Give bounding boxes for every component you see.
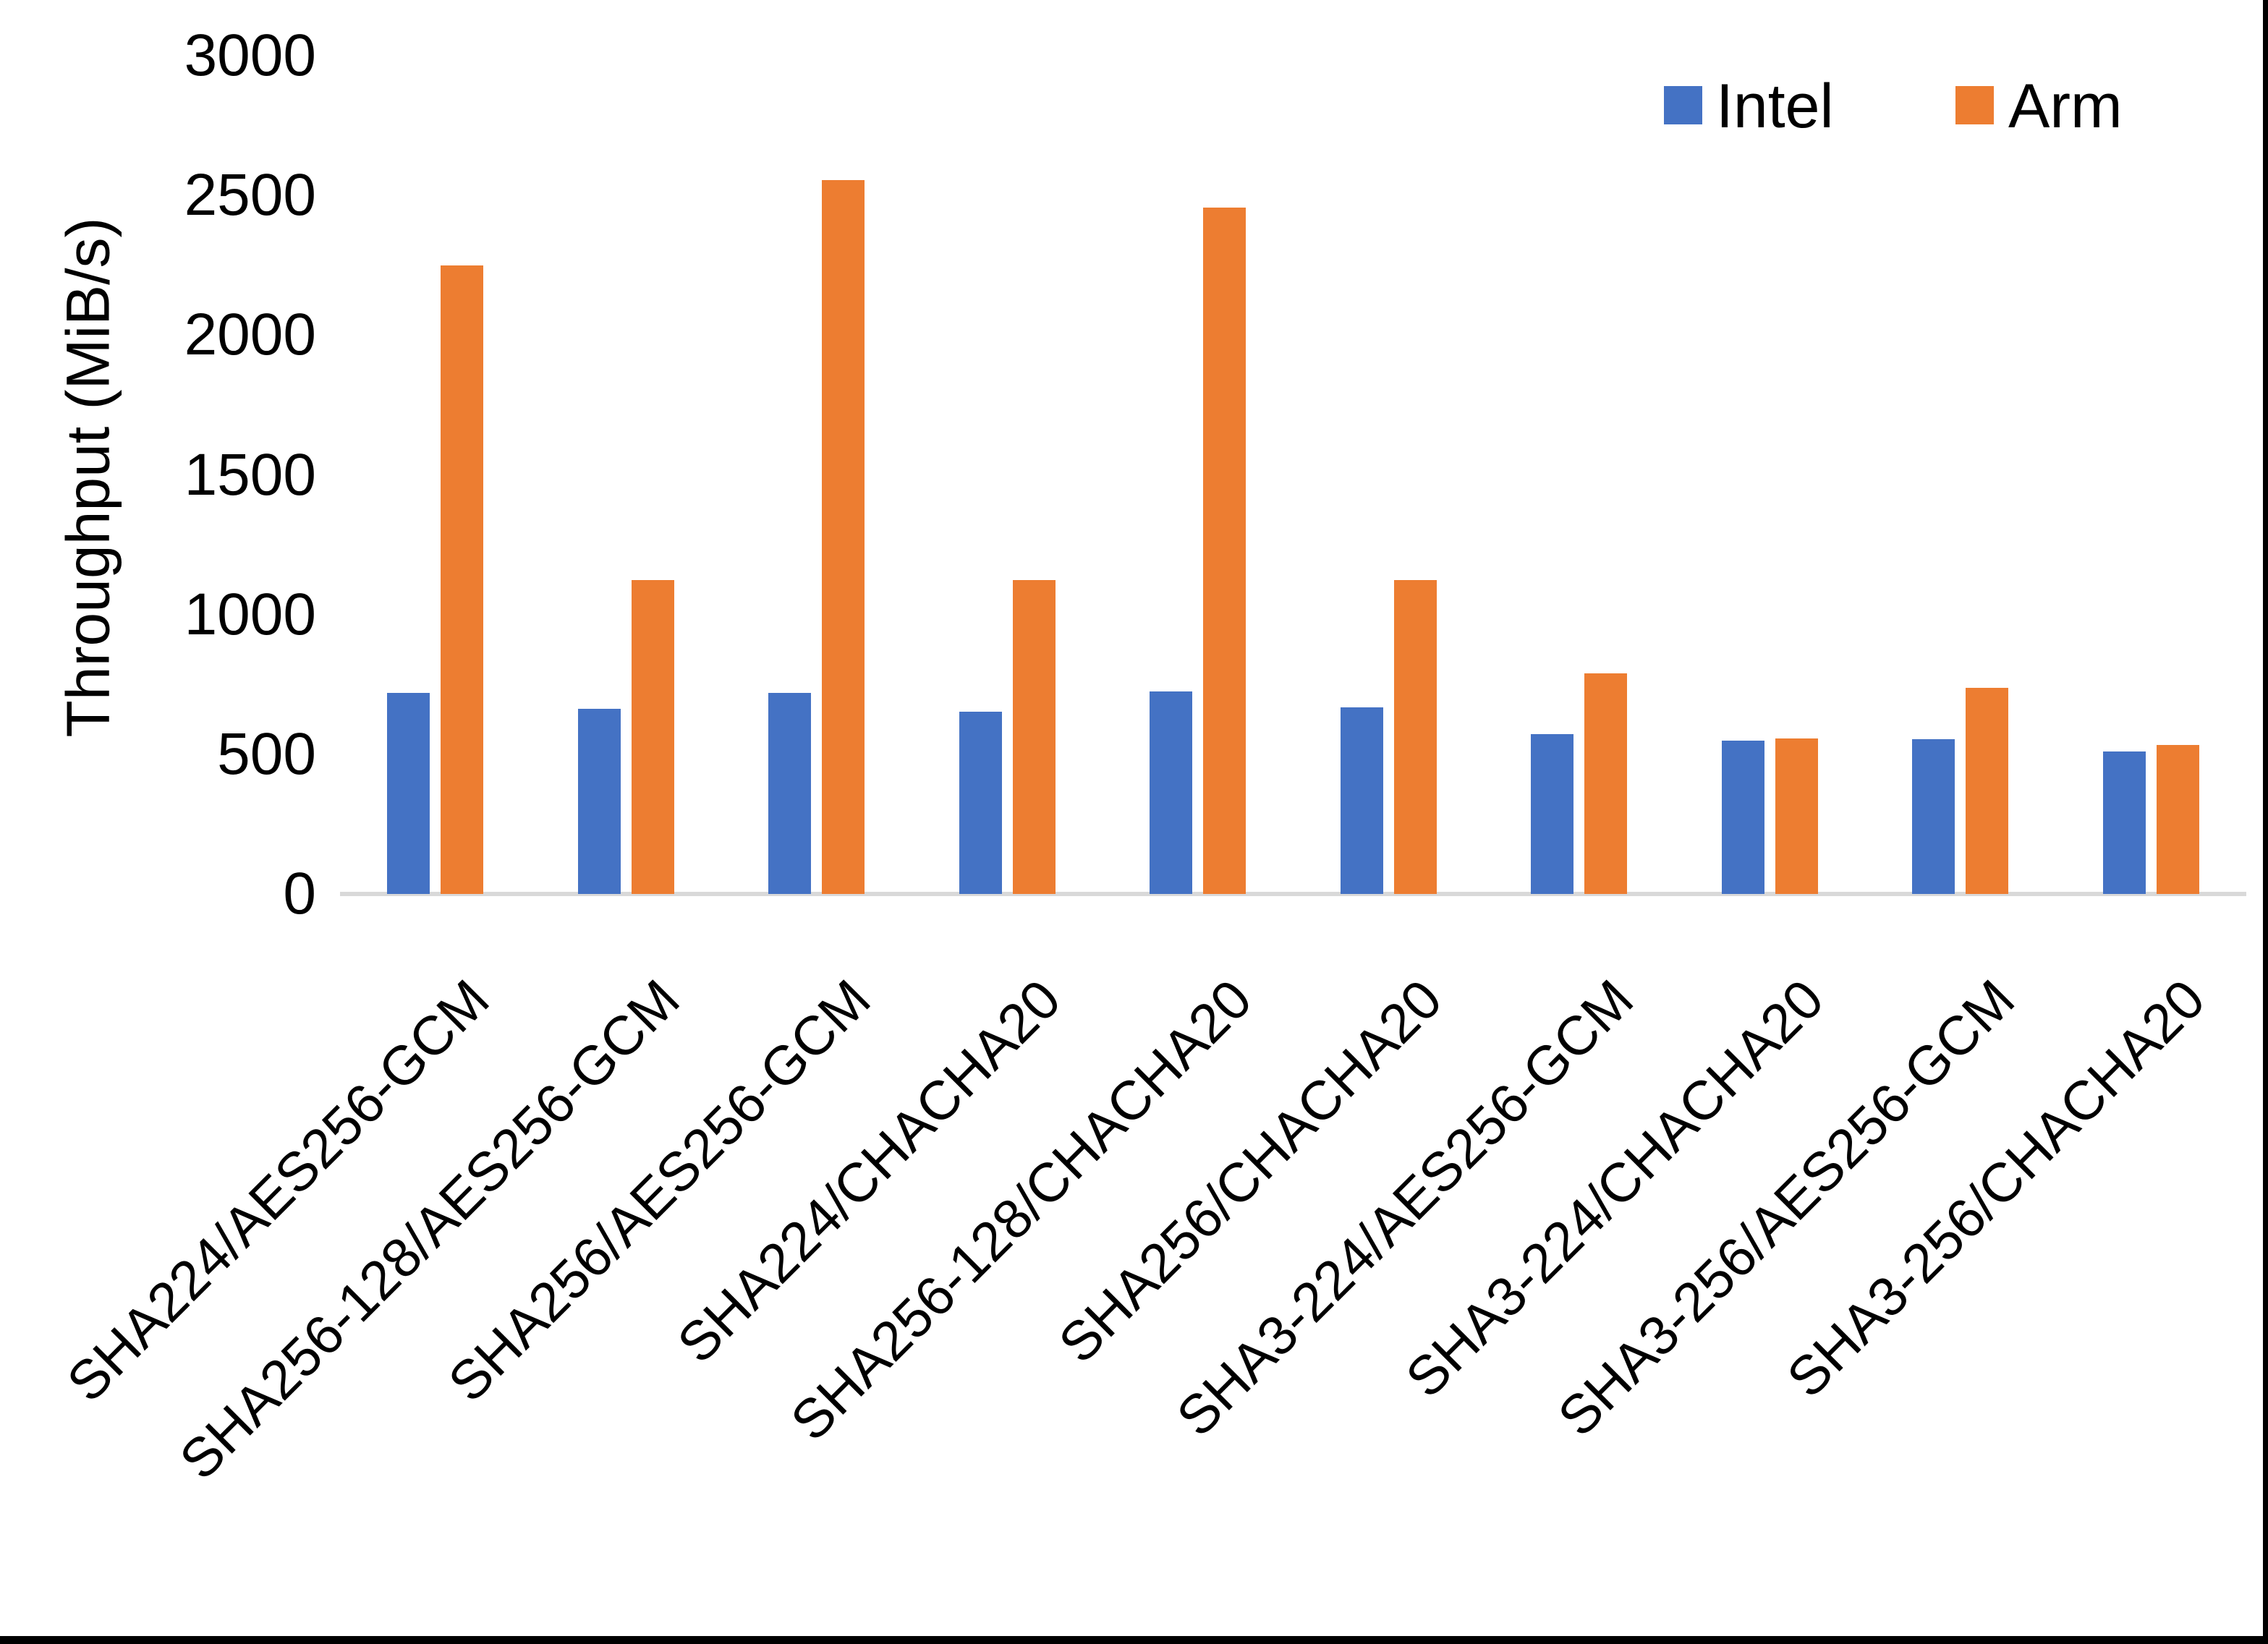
x-category-label-5: SHA256/CHACHA20 [1047,968,1454,1375]
plot-area [340,56,2246,894]
bar-intel-5 [1340,707,1383,894]
bar-arm-7 [1775,738,1818,894]
y-tick-label-1500: 1500 [184,442,316,508]
legend-swatch-intel [1664,86,1702,124]
bar-group-6 [1484,56,1675,894]
y-tick-label-2000: 2000 [184,302,316,367]
bar-group-9 [2056,56,2247,894]
bar-arm-2 [822,180,865,894]
screenshot-bottom-border [0,1636,2268,1644]
bar-intel-1 [577,709,621,894]
screenshot-right-border [2263,0,2268,1644]
y-tick-label-3000: 3000 [184,22,316,88]
y-tick-label-500: 500 [217,721,316,787]
bar-arm-3 [1012,580,1056,894]
bar-arm-5 [1393,580,1437,894]
bar-group-5 [1294,56,1485,894]
legend-swatch-arm [1955,86,1994,124]
bar-arm-6 [1584,673,1628,894]
bar-arm-9 [2156,745,2199,894]
bar-intel-4 [1150,691,1193,894]
legend-label-arm: Arm [2008,72,2123,141]
bar-arm-1 [631,580,674,894]
bar-intel-9 [2102,751,2146,894]
bar-intel-0 [387,693,430,894]
bar-group-8 [1865,56,2056,894]
x-category-label-3: SHA224/CHACHA20 [666,968,1073,1375]
bar-group-0 [340,56,531,894]
bar-arm-0 [441,265,484,894]
y-tick-label-2500: 2500 [184,162,316,228]
bar-group-4 [1103,56,1294,894]
bar-group-7 [1675,56,1866,894]
x-axis-line [340,892,2246,896]
legend-label-intel: Intel [1716,72,1834,141]
bar-intel-8 [1912,739,1955,894]
bar-intel-3 [959,712,1002,894]
bar-group-1 [531,56,722,894]
bar-group-2 [721,56,912,894]
y-tick-label-0: 0 [283,861,316,927]
y-tick-label-1000: 1000 [184,582,316,647]
bar-arm-4 [1203,208,1246,894]
bar-arm-8 [1966,688,2009,894]
bar-group-3 [912,56,1103,894]
bar-intel-2 [768,693,812,894]
bar-intel-7 [1721,741,1764,894]
bar-intel-6 [1531,734,1574,894]
